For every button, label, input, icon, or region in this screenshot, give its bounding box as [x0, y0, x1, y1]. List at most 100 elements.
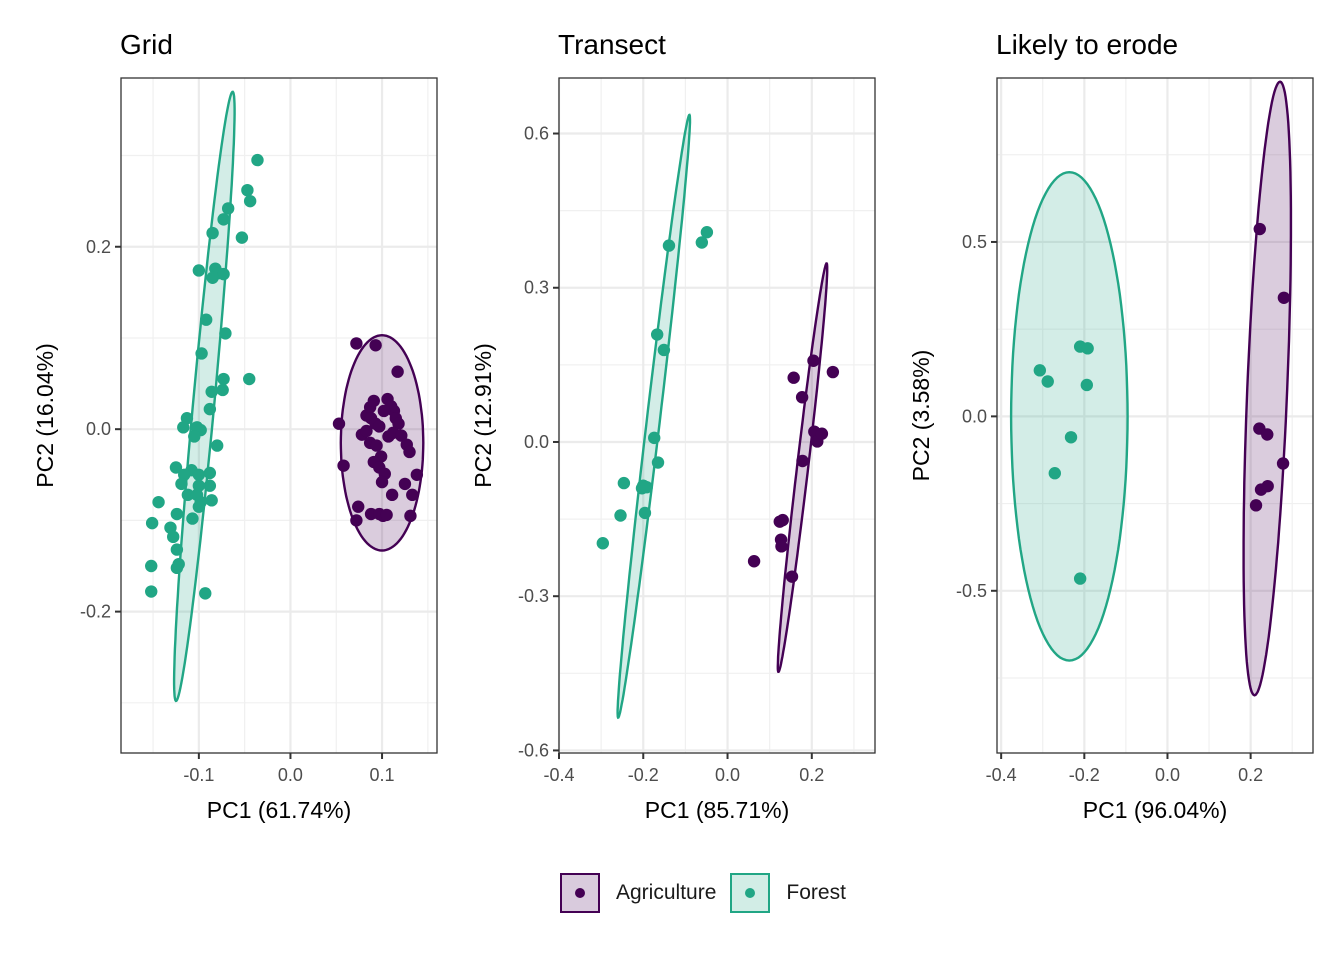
data-point-forest: [648, 431, 661, 445]
data-point-forest: [221, 202, 235, 215]
data-point-agriculture: [796, 454, 809, 468]
data-point-forest: [217, 267, 230, 281]
data-point-forest: [1081, 342, 1094, 355]
legend-key-agriculture: [560, 873, 600, 913]
confidence-ellipse-forest: [616, 113, 692, 720]
data-point-agriculture: [385, 488, 399, 502]
data-point-forest: [192, 264, 206, 277]
data-point-agriculture: [787, 371, 800, 384]
data-point-agriculture: [395, 429, 408, 442]
data-point-forest: [177, 421, 190, 434]
y-tick-label: -0.6: [518, 740, 549, 760]
data-point-agriculture: [826, 365, 840, 379]
x-tick-label: -0.1: [183, 765, 214, 785]
data-point-agriculture: [369, 339, 382, 352]
legend-label-agriculture: Agriculture: [616, 881, 717, 904]
data-point-agriculture: [785, 570, 799, 583]
confidence-ellipse-forest: [1009, 170, 1129, 662]
data-point-forest: [192, 468, 206, 481]
data-point-forest: [243, 194, 257, 208]
data-point-agriculture: [352, 500, 365, 513]
data-point-agriculture: [350, 514, 363, 527]
data-point-agriculture: [360, 424, 373, 438]
y-tick-label: 0.0: [962, 406, 987, 426]
data-point-agriculture: [1249, 499, 1263, 512]
data-point-forest: [216, 383, 229, 397]
data-point-forest: [206, 271, 219, 284]
data-point-forest: [695, 236, 709, 249]
y-tick-label: 0.0: [86, 419, 111, 439]
panel-border: [120, 77, 438, 754]
legend-label-forest: Forest: [786, 881, 846, 904]
data-point-forest: [700, 226, 714, 239]
y-tick-label: 0.6: [524, 124, 549, 144]
data-point-forest: [203, 466, 217, 480]
data-point-forest: [206, 226, 219, 240]
data-point-forest: [638, 506, 652, 520]
y-axis-label: PC2 (3.58%): [908, 350, 934, 482]
data-point-forest: [614, 509, 627, 522]
data-point-agriculture: [337, 459, 350, 472]
panel-transect: -0.4 -0.2 0.0 0.2 -0.6 -0.3 0.0 0.3 0.6 PC1 (85.7…: [470, 29, 876, 823]
y-tick-label: 0.5: [962, 232, 987, 252]
data-point-forest: [186, 512, 199, 525]
data-point-forest: [152, 495, 165, 509]
data-point-agriculture: [392, 417, 405, 430]
legend: Agriculture Forest: [560, 870, 860, 916]
x-tick-label: 0.0: [278, 765, 303, 785]
data-point-forest: [1064, 431, 1078, 444]
data-point-agriculture: [1277, 291, 1291, 304]
y-axis-label: PC2 (12.91%): [470, 343, 496, 487]
legend-dot-forest: [745, 888, 756, 898]
x-tick-label: -0.4: [543, 765, 574, 785]
x-tick-label: 0.2: [799, 765, 824, 785]
data-point-agriculture: [775, 540, 788, 553]
data-point-agriculture: [1253, 222, 1266, 236]
plot-background: [559, 78, 875, 753]
data-point-forest: [145, 585, 158, 598]
x-tick-label: 0.1: [370, 765, 395, 785]
data-point-forest: [175, 477, 188, 491]
data-point-forest: [651, 456, 665, 469]
y-tick-label: 0.2: [86, 237, 111, 257]
data-point-forest: [657, 343, 671, 357]
data-point-agriculture: [1261, 479, 1274, 493]
data-point-forest: [217, 372, 230, 386]
panel-likely-to-erode: -0.4 -0.2 0.0 0.2 -0.5 0.0 0.5 PC1 (96.04%) PC2 …: [908, 29, 1314, 823]
data-point-forest: [219, 327, 232, 340]
legend-key-forest: [730, 873, 771, 913]
data-point-forest: [617, 476, 631, 490]
data-point-forest: [205, 385, 218, 398]
data-point-agriculture: [370, 439, 383, 452]
y-tick-label: 0.3: [524, 278, 549, 298]
figure: -0.1 0.0 0.1 -0.2 0.0 0.2 PC1 (61.74%) PC2 (16.…: [32, 29, 1314, 823]
data-point-forest: [662, 239, 676, 252]
data-point-forest: [170, 507, 184, 521]
data-point-forest: [1073, 572, 1087, 585]
data-point-forest: [181, 488, 195, 502]
data-point-forest: [1048, 467, 1061, 480]
data-point-agriculture: [1276, 457, 1290, 470]
data-point-forest: [1041, 375, 1054, 388]
x-tick-label: 0.0: [1155, 765, 1180, 785]
data-point-forest: [235, 231, 249, 244]
data-point-forest: [205, 494, 218, 507]
data-point-forest: [188, 430, 201, 443]
data-point-agriculture: [350, 337, 363, 350]
data-point-forest: [170, 561, 184, 575]
data-point-agriculture: [776, 513, 789, 527]
data-point-agriculture: [404, 509, 417, 523]
data-point-agriculture: [807, 354, 820, 367]
data-point-forest: [210, 439, 224, 452]
y-tick-label: -0.3: [518, 586, 549, 606]
data-point-forest: [650, 328, 664, 341]
data-point-agriculture: [377, 404, 391, 418]
y-axis-label: PC2 (16.04%): [32, 343, 58, 487]
legend-dot-agriculture: [575, 888, 585, 898]
data-point-forest: [169, 461, 183, 474]
panel-title: Grid: [120, 29, 173, 60]
data-point-agriculture: [367, 394, 380, 408]
data-point-forest: [203, 402, 217, 416]
data-point-forest: [170, 543, 184, 556]
x-axis-label: PC1 (61.74%): [207, 797, 351, 823]
